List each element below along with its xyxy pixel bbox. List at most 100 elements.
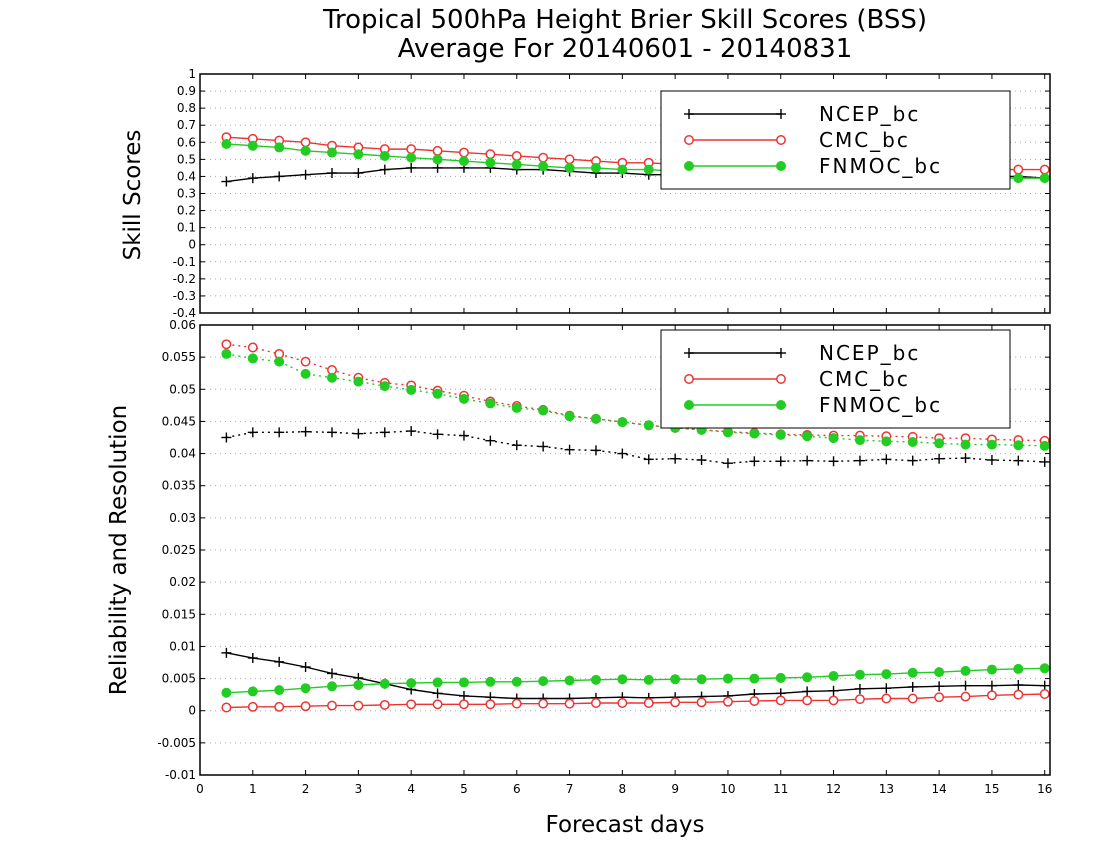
data-point [564, 411, 575, 422]
y-tick-label: 0.005 [162, 672, 196, 686]
data-point [960, 439, 971, 450]
x-tick-label: 10 [720, 782, 735, 796]
data-point [458, 393, 469, 404]
skill-score-panel: -0.4 -0.3 -0.2 -0.1 0 0.1 0.2 0.3 0.4 0.5 0.6 0.7 0.… [173, 67, 1051, 320]
data-point [775, 695, 786, 706]
data-point [485, 676, 496, 687]
data-point [802, 686, 813, 697]
data-point [247, 140, 258, 151]
plot-frame [199, 324, 1051, 776]
data-point [247, 701, 258, 712]
data-point [1039, 663, 1050, 674]
data-point [353, 680, 364, 690]
x-tick-label: 16 [1037, 782, 1052, 796]
data-point [485, 435, 496, 446]
x-tick-label: 7 [566, 782, 574, 796]
data-point [274, 427, 285, 438]
data-point [458, 677, 469, 688]
data-point [538, 698, 549, 709]
data-point [854, 435, 865, 446]
data-point [881, 683, 892, 694]
series-line [226, 652, 1045, 700]
data-point [511, 402, 522, 413]
data-point [274, 656, 285, 667]
data-point [379, 164, 390, 175]
data-point [221, 702, 232, 713]
data-point [538, 676, 549, 687]
y-tick-label: 0.055 [162, 350, 196, 364]
data-point [274, 171, 285, 182]
data-point [247, 173, 258, 184]
data-point [564, 698, 575, 709]
x-axis-label: Forecast days [546, 812, 705, 838]
data-point [300, 356, 311, 367]
data-point [432, 688, 443, 699]
data-point [1039, 173, 1050, 184]
y-tick-label: 0.6 [177, 135, 196, 149]
legend-label: FNMOC_bc [819, 154, 942, 178]
data-point [802, 431, 813, 442]
data-point [300, 683, 311, 694]
data-point [722, 458, 733, 469]
x-tick-label: 4 [407, 782, 415, 796]
data-point [511, 159, 522, 170]
data-point [564, 154, 575, 165]
y-tick-label: 0.5 [177, 152, 196, 166]
data-point [379, 427, 390, 438]
x-tick-label: 14 [931, 782, 946, 796]
data-point [643, 164, 654, 175]
data-point [353, 149, 364, 160]
data-point [854, 683, 865, 694]
data-point [1039, 680, 1050, 691]
data-point [907, 455, 918, 466]
y-tick-label: 0.1 [177, 221, 196, 235]
data-point [960, 453, 971, 464]
data-point [934, 438, 945, 449]
data-point [485, 157, 496, 168]
data-point [986, 664, 997, 675]
data-point [379, 699, 390, 710]
legend-marker [776, 348, 786, 358]
series-line [226, 693, 1045, 709]
data-point [591, 698, 601, 708]
data-point [907, 667, 918, 678]
legend-marker [684, 374, 694, 384]
data-point [221, 138, 232, 149]
data-point [538, 405, 549, 416]
data-point [406, 699, 417, 710]
data-point [353, 428, 364, 439]
y-tick-label: -0.1 [173, 255, 196, 269]
y-tick-label: 0.045 [162, 414, 196, 428]
data-point [326, 427, 337, 438]
data-point [300, 169, 311, 180]
data-point [432, 699, 443, 710]
data-point [775, 429, 786, 440]
x-tick-label: 5 [460, 782, 468, 796]
bottom-y-axis-label: Reliability and Resolution [106, 405, 132, 695]
data-point [934, 453, 945, 464]
legend-label: FNMOC_bc [819, 393, 942, 417]
data-point [960, 691, 971, 702]
y-tick-label: -0.01 [165, 768, 196, 782]
data-point [881, 454, 892, 465]
data-point [1013, 440, 1024, 451]
legend-label: CMC_bc [819, 367, 910, 391]
legend-marker [776, 109, 786, 119]
data-point [1013, 455, 1024, 466]
data-point [458, 430, 469, 441]
data-point [511, 150, 522, 161]
data-point [564, 162, 575, 173]
data-point [986, 439, 997, 450]
data-point [1013, 689, 1024, 700]
data-point [221, 687, 232, 698]
data-point [432, 429, 443, 440]
data-point [221, 176, 232, 187]
data-point [353, 168, 364, 179]
y-tick-label: 0.9 [177, 84, 196, 98]
x-tick-label: 15 [984, 782, 999, 796]
data-point [459, 147, 469, 158]
y-tick-label: 0.7 [177, 118, 196, 132]
y-tick-label: -0.3 [173, 289, 196, 303]
legend-marker [776, 400, 786, 410]
